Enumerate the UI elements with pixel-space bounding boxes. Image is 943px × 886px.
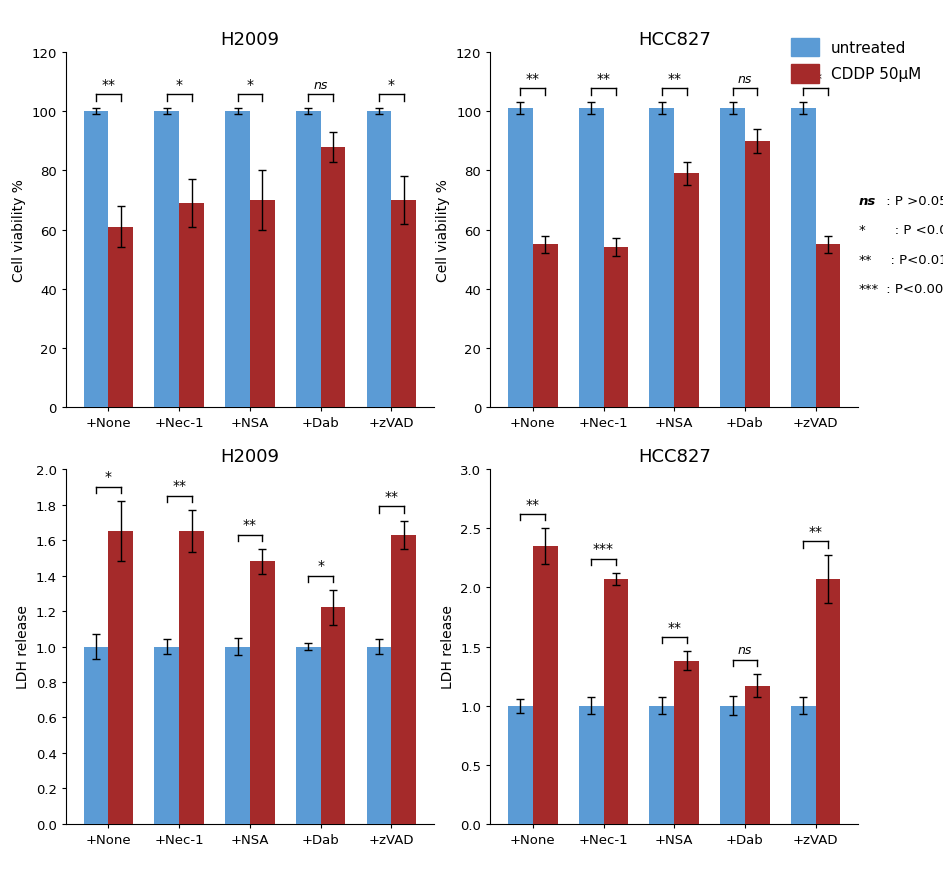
Bar: [225, 647, 250, 824]
Bar: [720, 706, 745, 824]
Y-axis label: Cell viability %: Cell viability %: [12, 179, 26, 282]
Text: **: **: [526, 497, 539, 511]
Bar: [250, 562, 274, 824]
Bar: [579, 706, 604, 824]
Bar: [321, 148, 345, 408]
Bar: [296, 113, 321, 408]
Bar: [84, 113, 108, 408]
Bar: [816, 245, 840, 408]
Bar: [84, 647, 108, 824]
Title: H2009: H2009: [221, 447, 279, 465]
Bar: [225, 113, 250, 408]
Bar: [745, 142, 769, 408]
Title: HCC827: HCC827: [637, 447, 711, 465]
Text: : P >0.05: : P >0.05: [882, 195, 943, 208]
Bar: [816, 579, 840, 824]
Bar: [650, 706, 674, 824]
Text: : P <0.05: : P <0.05: [882, 224, 943, 237]
Text: **: **: [809, 525, 822, 538]
Bar: [155, 647, 179, 824]
Text: **: **: [597, 72, 610, 86]
Bar: [745, 686, 769, 824]
Text: **: **: [858, 253, 871, 267]
Y-axis label: LDH release: LDH release: [16, 605, 30, 688]
Bar: [604, 248, 628, 408]
Text: ***: ***: [858, 283, 878, 296]
Text: ns: ns: [737, 643, 753, 657]
Text: *: *: [246, 78, 254, 91]
Bar: [391, 201, 416, 408]
Text: **: **: [385, 489, 398, 503]
Text: **: **: [668, 72, 681, 86]
Text: : P<0.001: : P<0.001: [882, 283, 943, 296]
Bar: [508, 706, 533, 824]
Text: *: *: [388, 78, 395, 91]
Text: *: *: [175, 78, 183, 91]
Bar: [674, 175, 699, 408]
Text: **: **: [668, 620, 681, 633]
Text: **: **: [102, 78, 115, 91]
Text: *: *: [858, 224, 865, 237]
Text: ***: ***: [593, 542, 614, 556]
Text: *: *: [317, 558, 324, 572]
Title: H2009: H2009: [221, 31, 279, 49]
Bar: [650, 109, 674, 408]
Text: **: **: [809, 72, 822, 86]
Bar: [367, 647, 391, 824]
Bar: [250, 201, 274, 408]
Bar: [604, 579, 628, 824]
Text: : P<0.01: : P<0.01: [882, 253, 943, 267]
Bar: [533, 547, 557, 824]
Text: *: *: [105, 470, 112, 484]
Bar: [321, 608, 345, 824]
Text: ns: ns: [313, 79, 328, 91]
Bar: [791, 109, 816, 408]
Bar: [108, 532, 133, 824]
Bar: [579, 109, 604, 408]
Bar: [179, 532, 204, 824]
Text: ns: ns: [737, 73, 753, 86]
Bar: [367, 113, 391, 408]
Text: **: **: [526, 72, 539, 86]
Bar: [533, 245, 557, 408]
Text: ns: ns: [858, 195, 875, 208]
Bar: [155, 113, 179, 408]
Legend: untreated, CDDP 50μM: untreated, CDDP 50μM: [786, 35, 926, 89]
Bar: [108, 228, 133, 408]
Bar: [791, 706, 816, 824]
Title: HCC827: HCC827: [637, 31, 711, 49]
Text: **: **: [173, 478, 186, 493]
Bar: [391, 535, 416, 824]
Bar: [720, 109, 745, 408]
Y-axis label: LDH release: LDH release: [440, 605, 455, 688]
Bar: [674, 661, 699, 824]
Text: **: **: [243, 517, 256, 532]
Y-axis label: Cell viability %: Cell viability %: [437, 179, 451, 282]
Bar: [296, 647, 321, 824]
Bar: [179, 204, 204, 408]
Bar: [508, 109, 533, 408]
